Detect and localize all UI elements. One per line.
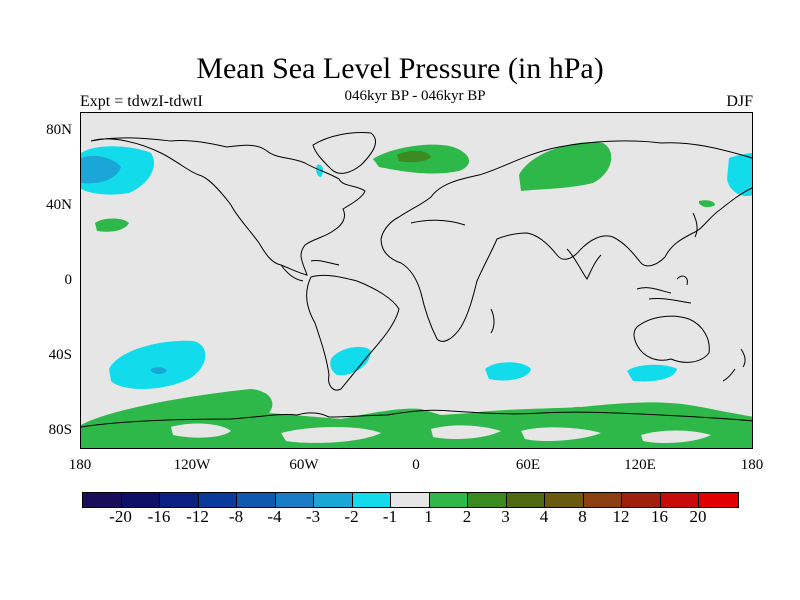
colorbar-label: 12 <box>612 507 630 526</box>
coast-greenland <box>312 132 376 174</box>
colorbar-swatch <box>660 493 699 507</box>
south-pacific-low <box>109 340 206 389</box>
north-pacific-high-patch <box>95 218 129 232</box>
colorbar-label: -20 <box>109 507 132 526</box>
lat-label-80s: 80S <box>48 422 72 438</box>
pacific-small-high <box>699 200 715 208</box>
colorbar-label: -2 <box>344 507 359 526</box>
lat-label-40s: 40S <box>48 347 72 363</box>
colorbar-swatch <box>198 493 237 507</box>
lat-label-80n: 80N <box>46 122 72 138</box>
colorbar-swatch <box>391 493 430 507</box>
experiment-label: Expt = tdwzI-tdwtI <box>80 93 203 110</box>
colorbar-swatch <box>314 493 353 507</box>
coast-madagascar <box>490 308 495 334</box>
colorbar-swatch <box>622 493 661 507</box>
colorbar-label: -3 <box>305 507 321 526</box>
coastlines <box>81 132 752 428</box>
colorbar-label: -12 <box>186 507 209 526</box>
coast-central-america <box>280 260 340 282</box>
northeast-asia-low <box>727 153 752 196</box>
map-canvas <box>81 132 752 448</box>
coast-india <box>566 248 602 280</box>
north-atlantic-small-low <box>316 164 324 177</box>
coast-australia <box>633 315 710 363</box>
colorbar-swatch <box>160 493 199 507</box>
coast-antarctica <box>81 409 752 428</box>
antarctic-high-patch <box>569 406 589 416</box>
lat-label-equator: 0 <box>64 272 73 288</box>
colorbar-swatch <box>545 493 584 507</box>
colorbar-label: -1 <box>382 507 398 526</box>
siberian-high <box>519 142 612 191</box>
colorbar-swatch <box>121 493 160 507</box>
chart-title: Mean Sea Level Pressure (in hPa) <box>196 52 604 85</box>
colorbar-label: 8 <box>578 507 587 526</box>
south-pacific-low-core <box>151 367 167 374</box>
pressure-anomaly-fill <box>81 142 752 448</box>
colorbar-label: 16 <box>651 507 668 526</box>
coast-eurasia-africa <box>380 140 752 342</box>
lon-label-180e: 180 <box>740 457 764 473</box>
season-label: DJF <box>726 93 753 110</box>
coast-south-america <box>306 274 400 391</box>
map-panel <box>80 112 753 449</box>
colorbar-label: -4 <box>267 507 282 526</box>
colorbar-label: 1 <box>424 507 433 526</box>
colorbar-swatch <box>237 493 276 507</box>
colorbar-swatch <box>83 493 122 507</box>
colorbar-label: 20 <box>689 507 707 526</box>
chart-subtitle: 046kyr BP - 046kyr BP <box>344 88 486 104</box>
south-indian-low <box>485 362 531 381</box>
lon-label-60e: 60E <box>515 457 541 473</box>
colorbar-swatch <box>275 493 314 507</box>
coast-mediterranean <box>410 219 466 226</box>
coast-new-zealand <box>722 348 746 382</box>
north-pacific-low-core <box>81 155 121 184</box>
south-australia-low <box>627 364 677 382</box>
coast-north-america <box>90 137 366 276</box>
colorbar-swatch <box>506 493 545 507</box>
colorbar-swatch <box>699 493 738 507</box>
lat-label-40n: 40N <box>46 197 72 213</box>
arctic-high-core <box>397 150 431 163</box>
colorbar-label: -16 <box>147 507 171 526</box>
colorbar-swatch <box>468 493 507 507</box>
colorbar-label: 3 <box>501 507 510 526</box>
colorbar-swatch <box>583 493 622 507</box>
south-atlantic-low <box>330 346 371 376</box>
lon-label-60w: 60W <box>289 457 319 473</box>
colorbar-label: -8 <box>228 507 244 526</box>
colorbar-label: 2 <box>462 507 472 526</box>
lon-label-120w: 120W <box>173 457 211 473</box>
coast-indonesia <box>636 275 692 304</box>
colorbar-swatch <box>352 493 391 507</box>
colorbar-label: 4 <box>539 507 549 526</box>
colorbar <box>82 492 739 508</box>
lon-label-120e: 120E <box>624 457 656 473</box>
colorbar-swatch <box>429 493 468 507</box>
lon-label-0: 0 <box>412 457 420 473</box>
lon-label-180w: 180 <box>68 457 92 473</box>
coast-japan <box>692 212 698 238</box>
